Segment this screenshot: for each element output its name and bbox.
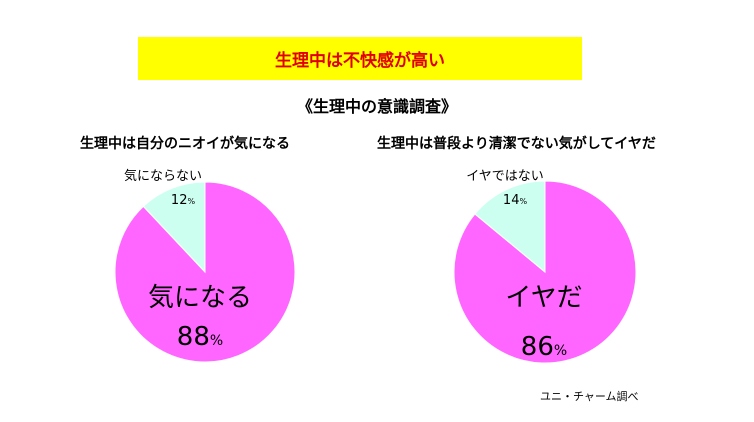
survey-title: 《生理中の意識調査》 [296,97,457,116]
pie-1-major-label: 気になる [148,283,252,313]
chart-title-1: 生理中は自分のニオイが気になる [80,136,290,152]
pie-1-minor-value: 12% [171,193,196,208]
pie-2-slice-2 [474,180,546,274]
pie-1-major-value: 88% [177,322,223,352]
pie-1-slice-2 [142,181,206,274]
pie-1-minor-label: 気にならない [124,168,202,184]
chart-title-2: 生理中は普段より清潔でない気がしてイヤだ [377,136,656,152]
source-note: ユニ・チャーム調べ [540,390,639,403]
pie-2-minor-label: イヤではない [466,169,544,184]
pie-2-major-value: 86% [521,332,567,362]
headline: 生理中は不快感が高い [275,51,445,71]
pie-2-minor-value: 14% [503,193,528,208]
pie-2-major-label: イヤだ [505,283,582,313]
headline-banner: 生理中は不快感が高い [138,37,582,80]
